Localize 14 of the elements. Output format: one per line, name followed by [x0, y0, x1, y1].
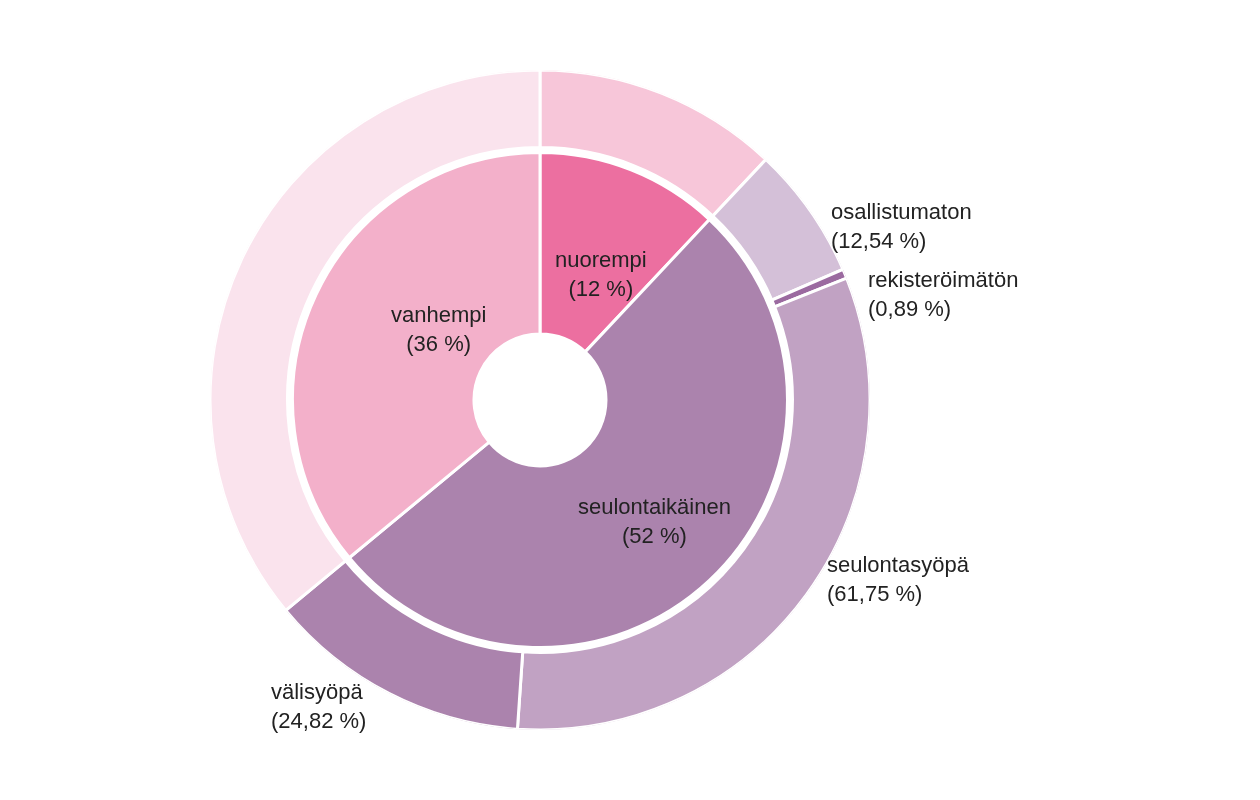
slice-label: seulontasyöpä — [827, 552, 970, 577]
slice-label: nuorempi — [555, 247, 647, 272]
text: (61,75 %) — [827, 580, 923, 606]
data-label: (36 %) — [406, 330, 472, 356]
data-label: (52 %) — [622, 522, 687, 548]
slice-label: rekisteröimätön — [868, 267, 1019, 292]
data-label: (12 %) — [568, 275, 634, 301]
slice-label: seulontaikäinen — [578, 494, 731, 519]
text: (24,82 %) — [271, 707, 367, 733]
slice-label: osallistumaton — [831, 199, 972, 224]
slice-label: vanhempi — [391, 302, 487, 327]
text: (12,54 %) — [831, 227, 927, 253]
slice-label: välisyöpä — [271, 679, 364, 704]
text: (0,89 %) — [868, 295, 952, 321]
